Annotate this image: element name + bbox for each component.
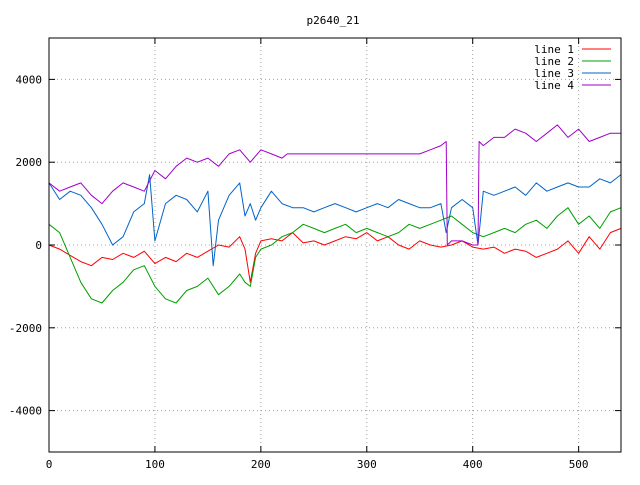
legend-label: line 3	[534, 67, 574, 80]
series-line-line-1	[48, 227, 622, 283]
chart-title: p2640_21	[307, 14, 360, 27]
legend-label: line 2	[534, 55, 574, 68]
x-tick-label: 500	[569, 458, 589, 471]
series-group	[48, 124, 622, 304]
series-line-line-2	[48, 207, 622, 304]
legend-label: line 4	[534, 79, 574, 92]
x-tick-label: 200	[251, 458, 271, 471]
y-tick-label: -2000	[9, 322, 42, 335]
x-tick-label: 100	[145, 458, 165, 471]
y-tick-label: -4000	[9, 405, 42, 418]
y-tick-label: 4000	[16, 73, 43, 86]
grid	[49, 38, 621, 452]
plot-frame	[48, 37, 622, 453]
y-tick-label: 0	[35, 239, 42, 252]
x-tick-label: 300	[357, 458, 377, 471]
series-line-line-3	[48, 174, 622, 267]
y-tick-label: 2000	[16, 156, 43, 169]
x-tick-label: 400	[463, 458, 483, 471]
series-line-line-4	[48, 124, 621, 246]
legend-label: line 1	[534, 43, 574, 56]
axes: 0 100 200 300 400 500 -4000 -2000 0 2000 4000	[9, 38, 621, 471]
x-tick-label: 0	[46, 458, 53, 471]
